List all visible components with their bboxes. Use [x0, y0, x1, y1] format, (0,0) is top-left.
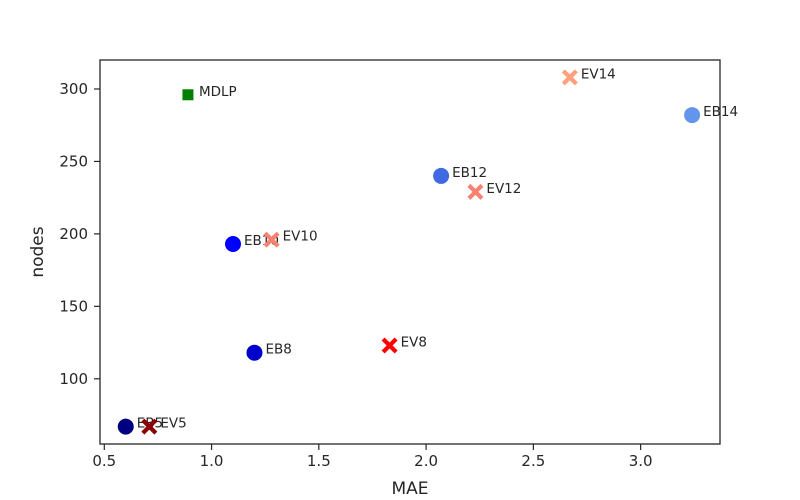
point-eb14 — [684, 107, 701, 124]
y-tick-label: 100 — [59, 370, 88, 388]
point-eb8-label: EB8 — [265, 342, 291, 358]
x-tick-label: 1.5 — [307, 452, 331, 470]
point-ev12 — [467, 183, 484, 200]
point-eb12 — [433, 167, 450, 184]
point-ev8-label: EV8 — [401, 334, 427, 350]
y-tick-label: 150 — [59, 297, 88, 315]
point-mdlp — [182, 89, 194, 101]
x-axis: 0.5 1.0 1.5 2.0 2.5 3.0 — [92, 444, 653, 470]
x-tick-label: 2.5 — [521, 452, 545, 470]
x-axis-label: MAE — [391, 479, 428, 499]
point-ev10 — [263, 231, 280, 248]
y-axis-label: nodes — [28, 226, 48, 277]
plot-frame — [99, 59, 721, 445]
point-ev8 — [381, 337, 398, 354]
point-ev5-label: EV5 — [160, 416, 186, 432]
point-eb12-label: EB12 — [452, 165, 487, 181]
x-tick-label: 2.0 — [414, 452, 438, 470]
x-tick-label: 1.0 — [200, 452, 224, 470]
x-tick-label: 3.0 — [629, 452, 653, 470]
point-ev14 — [561, 69, 578, 86]
point-ev10-label: EV10 — [283, 229, 318, 245]
point-ev5 — [141, 418, 158, 435]
point-eb8 — [246, 344, 263, 361]
y-tick-label: 250 — [59, 152, 88, 170]
point-ev14-label: EV14 — [581, 66, 616, 82]
point-eb5 — [117, 418, 134, 435]
y-axis: 100 150 200 250 300 — [59, 80, 100, 388]
y-tick-label: 300 — [59, 80, 88, 98]
point-mdlp-label: MDLP — [199, 84, 237, 100]
point-eb10 — [225, 236, 242, 253]
x-tick-label: 0.5 — [92, 452, 116, 470]
point-ev12-label: EV12 — [486, 181, 521, 197]
y-tick-label: 200 — [59, 225, 88, 243]
